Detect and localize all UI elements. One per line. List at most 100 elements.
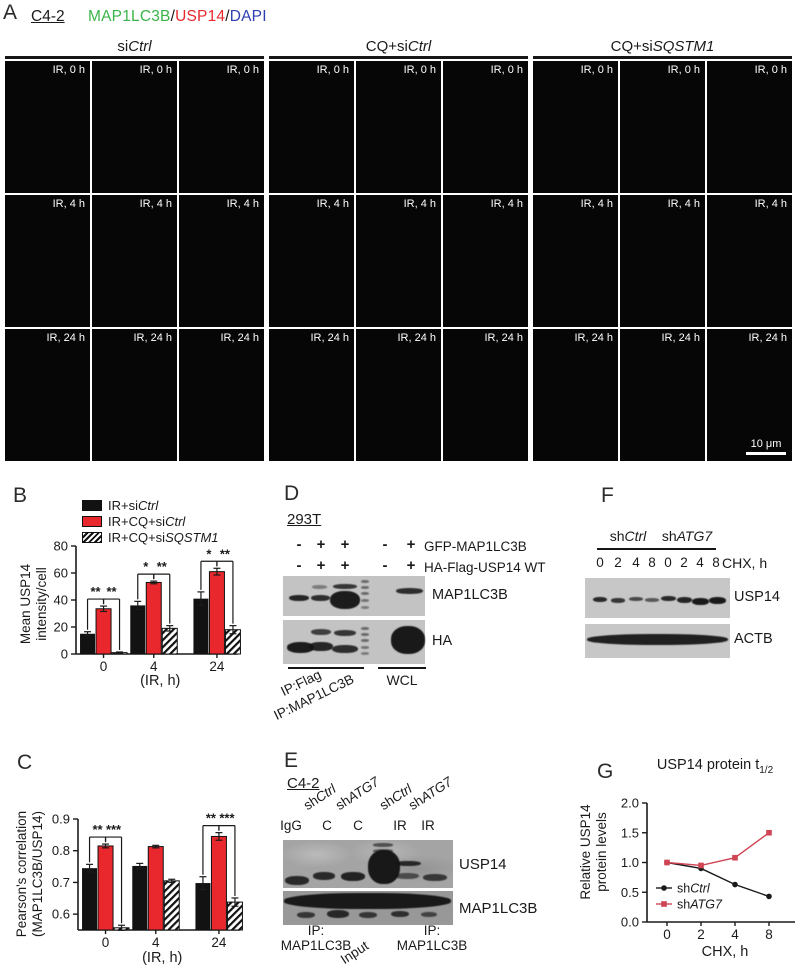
chx-timepoint: 4 (696, 555, 704, 570)
condition-row-label-gfp: GFP-MAP1LC3B (424, 539, 527, 554)
chx-timepoint: 8 (712, 555, 720, 570)
blot-band (593, 597, 607, 602)
f-group-shctrl: shCtrl (609, 528, 647, 544)
lane-label: C (353, 818, 363, 833)
blot-label-usp14-chx: USP14 (734, 589, 780, 605)
panel-b-legend: IR+siCtrl IR+CQ+siCtrl IR+CQ+siSQSTM1 (82, 497, 219, 545)
svg-text:0.7: 0.7 (52, 875, 70, 890)
micrograph-r2c6: IR, 4 h (443, 195, 528, 327)
cell-image (707, 195, 792, 327)
blot-band (361, 633, 369, 636)
micrograph-r2c7: IR, 4 h (533, 195, 618, 327)
group-underline (533, 56, 792, 59)
svg-text:**: ** (220, 546, 231, 561)
svg-text:1.5: 1.5 (621, 825, 639, 840)
cell-image (620, 61, 705, 193)
blot-band (359, 912, 377, 918)
ip-label-line2: MAP1LC3B (280, 938, 352, 953)
cell-image (443, 329, 528, 461)
tile-timepoint-label: IR, 4 h (754, 198, 787, 210)
cell-image (533, 329, 618, 461)
svg-text:0: 0 (663, 927, 671, 942)
blot-band (373, 843, 393, 847)
blot-band (396, 588, 423, 594)
svg-text:shCtrl: shCtrl (677, 882, 711, 896)
cell-line-label-c42: C4-2 (287, 775, 320, 792)
group-title-cq-sisqstm1: CQ+siSQSTM1 (610, 38, 715, 55)
bar-chart-pearsons-correlation: 0.6 0.7 0.8 0.9 0 ** *** 4 24 ** *** (IR, h) (28, 786, 273, 969)
micrograph-r3c1: IR, 24 h (5, 329, 90, 461)
blot-band (709, 597, 726, 604)
condition-sign: + (406, 536, 416, 553)
blot-band (645, 598, 659, 602)
group-title-cq-sictrl: CQ+siCtrl (365, 38, 432, 55)
svg-text:2: 2 (697, 927, 705, 942)
cell-line-label-293t: 293T (287, 511, 322, 528)
scale-bar-label: 10 μm (750, 438, 782, 450)
group-underline (5, 56, 264, 59)
blot-band (361, 627, 369, 630)
condition-sign: + (316, 536, 326, 553)
tile-timepoint-label: IR, 0 h (403, 64, 436, 76)
blot-band (361, 586, 369, 589)
cell-image (92, 61, 177, 193)
blot-band (677, 597, 692, 603)
tile-timepoint-label: IR, 0 h (139, 64, 172, 76)
micrograph-r2c3: IR, 4 h (179, 195, 264, 327)
tile-timepoint-label: IR, 24 h (574, 332, 613, 344)
ip2-label-line2: MAP1LC3B (396, 938, 468, 953)
tile-timepoint-label: IR, 24 h (310, 332, 349, 344)
stain-legend: MAP1LC3B/USP14/DAPI (88, 8, 267, 25)
cell-image (5, 61, 90, 193)
blot-band (289, 595, 309, 601)
cell-image (620, 195, 705, 327)
micrograph-r3c7: IR, 24 h (533, 329, 618, 461)
cell-image (92, 195, 177, 327)
micrograph-r1c9: IR, 0 h (707, 61, 792, 193)
panel-g-title: USP14 protein t1/2 (656, 757, 774, 776)
panel-a-label: A (3, 1, 18, 24)
blot-band (361, 652, 369, 655)
blot-band (611, 598, 625, 603)
tile-timepoint-label: IR, 0 h (490, 64, 523, 76)
blot-band (311, 629, 331, 635)
micrograph-r1c1: IR, 0 h (5, 61, 90, 193)
panel-f-label: F (601, 484, 614, 507)
svg-text:**: ** (206, 811, 217, 826)
micrograph-grid-cq-sisqstm1: IR, 0 h IR, 0 h IR, 0 h IR, 4 h IR, 4 h IR, 4… (533, 61, 792, 461)
blot-band (361, 646, 369, 649)
micrograph-r3c8: IR, 24 h (620, 329, 705, 461)
legend-item: IR+CQ+siCtrl (82, 513, 219, 529)
svg-text:**: ** (157, 559, 168, 574)
cell-image (620, 329, 705, 461)
blot-label-map1lc3b: MAP1LC3B (459, 900, 538, 917)
svg-text:0.6: 0.6 (52, 907, 70, 922)
cell-image (269, 329, 354, 461)
lane-label: IgG (280, 818, 302, 833)
blot-band (332, 645, 358, 653)
svg-text:***: *** (106, 822, 122, 837)
blot-actb (585, 624, 730, 658)
f-underline-shctrl (597, 548, 659, 550)
svg-text:***: *** (219, 811, 235, 826)
legend-label: IR+CQ+siSQSTM1 (108, 529, 219, 545)
f-underline-shatg7 (659, 548, 716, 550)
tile-timepoint-label: IR, 4 h (403, 198, 436, 210)
ip-group-underline (288, 667, 364, 669)
blot-band (341, 872, 365, 881)
micrograph-r2c4: IR, 4 h (269, 195, 354, 327)
condition-sign: + (316, 557, 326, 574)
panel-d-label: D (284, 482, 300, 505)
micrograph-grid-cq-sictrl: IR, 0 h IR, 0 h IR, 0 h IR, 4 h IR, 4 h IR, 4… (269, 61, 528, 461)
micrograph-r1c5: IR, 0 h (356, 61, 441, 193)
tile-timepoint-label: IR, 24 h (484, 332, 523, 344)
micrograph-r2c2: IR, 4 h (92, 195, 177, 327)
condition-sign: - (382, 536, 388, 553)
blot-band (587, 634, 728, 645)
micrograph-r1c8: IR, 0 h (620, 61, 705, 193)
blot-band (285, 876, 309, 885)
wcl-group-underline (378, 667, 426, 669)
chx-timepoint: 8 (648, 555, 656, 570)
blot-label-map1lc3b: MAP1LC3B (432, 587, 508, 603)
